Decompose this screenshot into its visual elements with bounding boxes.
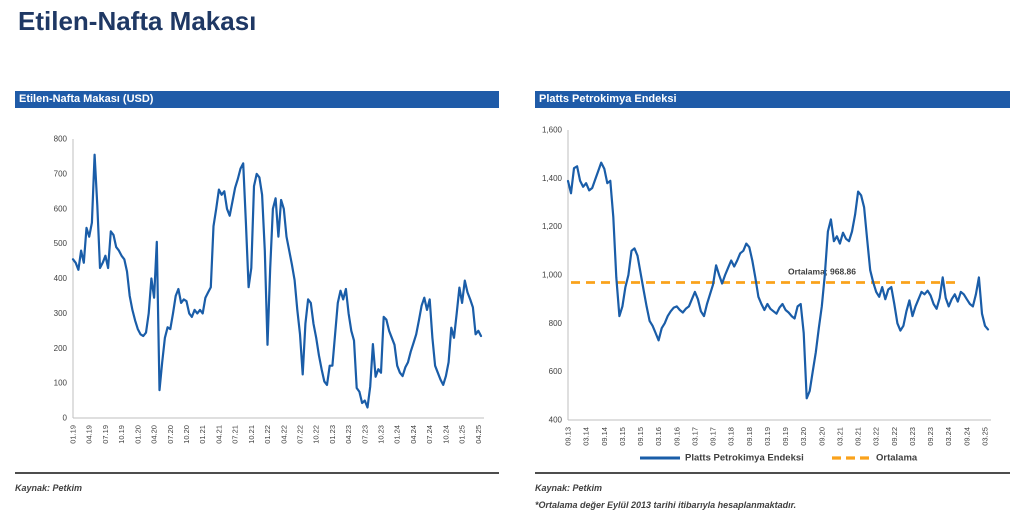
page-title: Etilen-Nafta Makası bbox=[18, 6, 257, 36]
average-footnote: *Ortalama değer Eylül 2013 tarihi itibar… bbox=[535, 500, 797, 510]
x-tick-label: 03.20 bbox=[799, 427, 808, 446]
y-tick-label: 600 bbox=[549, 367, 563, 376]
x-tick-label: 09.24 bbox=[962, 427, 971, 446]
x-tick-label: 09.20 bbox=[817, 427, 826, 446]
y-tick-label: 600 bbox=[54, 204, 68, 213]
x-tick-label: 03.23 bbox=[908, 427, 917, 446]
y-tick-label: 800 bbox=[54, 135, 68, 144]
separator-line bbox=[535, 472, 1010, 474]
legend-label-series: Platts Petrokimya Endeksi bbox=[685, 453, 804, 464]
x-tick-label: 09.23 bbox=[926, 427, 935, 446]
x-tick-label: 09.18 bbox=[745, 427, 754, 446]
x-tick-label: 04.25 bbox=[474, 425, 483, 444]
x-tick-label: 09.21 bbox=[854, 427, 863, 446]
etilen-nafta-line-chart: 0 100 200 300 400 500 600 700 800 01.19 04.19 07.19… bbox=[54, 135, 484, 444]
x-tick-label: 01.24 bbox=[393, 425, 402, 444]
average-value-annotation: Ortalama; 968.86 bbox=[788, 267, 856, 277]
x-tick-label: 07.24 bbox=[425, 425, 434, 444]
x-tick-label: 09.13 bbox=[564, 427, 573, 446]
x-tick-label: 03.19 bbox=[763, 427, 772, 446]
panel-header-platts: Platts Petrokimya Endeksi bbox=[535, 91, 1010, 108]
x-tick-label: 09.14 bbox=[600, 427, 609, 446]
y-tick-label: 500 bbox=[54, 239, 68, 248]
series-line bbox=[71, 153, 483, 409]
panel-etilen-nafta-makasi: Etilen-Nafta Makası (USD) 0 100 200 300 400 5… bbox=[15, 91, 499, 493]
x-tick-label: 03.16 bbox=[654, 427, 663, 446]
legend-label-average: Ortalama bbox=[876, 453, 918, 464]
source-note-left: Kaynak: Petkim bbox=[15, 483, 83, 493]
y-tick-label: 300 bbox=[54, 309, 68, 318]
x-tick-label: 07.22 bbox=[295, 425, 304, 444]
x-tick-label: 01.19 bbox=[69, 425, 78, 444]
x-tick-label: 01.20 bbox=[133, 425, 142, 444]
panel-platts-endeksi: Platts Petrokimya Endeksi 400 600 800 1,000… bbox=[535, 91, 1010, 510]
panel-header-etilen-nafta: Etilen-Nafta Makası (USD) bbox=[15, 91, 499, 108]
x-tick-label: 09.19 bbox=[781, 427, 790, 446]
x-tick-label: 09.15 bbox=[636, 427, 645, 446]
x-tick-label: 01.21 bbox=[198, 425, 207, 444]
separator-line bbox=[15, 472, 499, 474]
y-tick-label: 1,600 bbox=[542, 126, 563, 135]
x-tick-label: 01.25 bbox=[458, 425, 467, 444]
platts-endeksi-line-chart: 400 600 800 1,000 1,200 1,400 1,600 09.13 03.14 0… bbox=[542, 126, 991, 464]
y-tick-label: 200 bbox=[54, 344, 68, 353]
y-tick-label: 100 bbox=[54, 379, 68, 388]
x-tick-label: 04.21 bbox=[214, 425, 223, 444]
x-tick-label: 10.24 bbox=[441, 425, 450, 444]
y-tick-label: 0 bbox=[63, 414, 68, 423]
x-tick-label: 07.21 bbox=[231, 425, 240, 444]
x-tick-label: 01.22 bbox=[263, 425, 272, 444]
x-tick-label: 10.21 bbox=[247, 425, 256, 444]
x-tick-label: 04.19 bbox=[85, 425, 94, 444]
x-tick-label: 03.18 bbox=[727, 427, 736, 446]
x-tick-label: 01.23 bbox=[328, 425, 337, 444]
x-tick-label: 03.22 bbox=[872, 427, 881, 446]
x-tick-label: 03.25 bbox=[980, 427, 989, 446]
x-tick-label: 09.17 bbox=[709, 427, 718, 446]
x-tick-label: 07.20 bbox=[166, 425, 175, 444]
y-tick-label: 800 bbox=[549, 319, 563, 328]
x-tick-label: 10.19 bbox=[117, 425, 126, 444]
y-tick-label: 700 bbox=[54, 169, 68, 178]
x-tick-label: 10.23 bbox=[377, 425, 386, 444]
x-tick-label: 03.14 bbox=[582, 427, 591, 446]
series-line bbox=[566, 161, 990, 400]
x-tick-label: 04.20 bbox=[150, 425, 159, 444]
x-tick-label: 04.23 bbox=[344, 425, 353, 444]
x-tick-label: 03.24 bbox=[944, 427, 953, 446]
x-tick-label: 09.22 bbox=[890, 427, 899, 446]
y-tick-label: 1,200 bbox=[542, 222, 563, 231]
x-tick-label: 07.19 bbox=[101, 425, 110, 444]
x-tick-label: 03.17 bbox=[690, 427, 699, 446]
x-tick-label: 04.22 bbox=[279, 425, 288, 444]
x-tick-label: 10.22 bbox=[312, 425, 321, 444]
x-tick-label: 10.20 bbox=[182, 425, 191, 444]
x-tick-label: 09.16 bbox=[672, 427, 681, 446]
x-tick-label: 04.24 bbox=[409, 425, 418, 444]
x-tick-label: 03.15 bbox=[618, 427, 627, 446]
y-tick-label: 1,400 bbox=[542, 174, 563, 183]
y-tick-label: 400 bbox=[549, 416, 563, 425]
y-tick-label: 400 bbox=[54, 274, 68, 283]
x-tick-label: 03.21 bbox=[835, 427, 844, 446]
x-tick-label: 07.23 bbox=[360, 425, 369, 444]
y-tick-label: 1,000 bbox=[542, 271, 563, 280]
source-note-right: Kaynak: Petkim bbox=[535, 483, 603, 493]
